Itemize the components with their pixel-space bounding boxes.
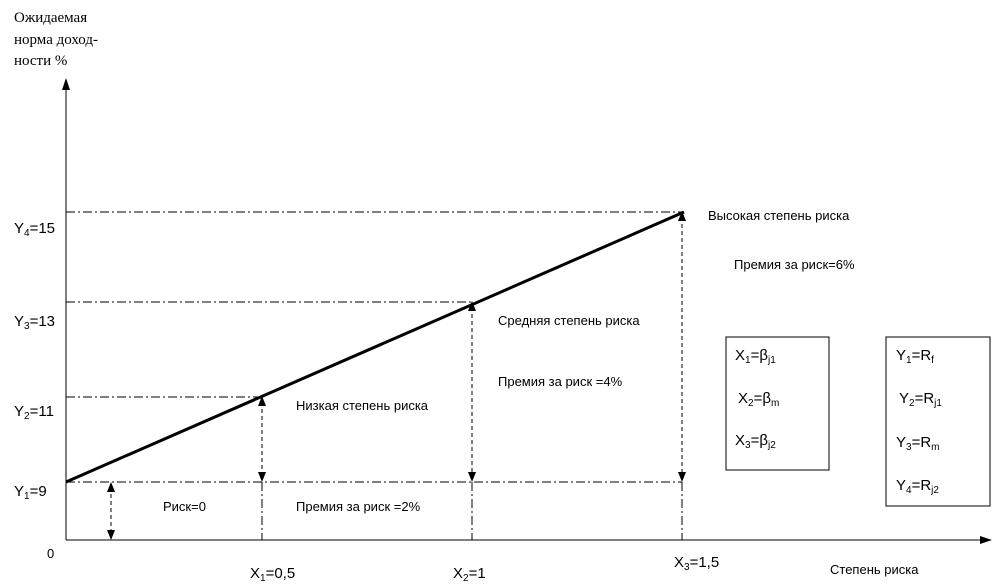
series-layer — [65, 210, 685, 484]
x-tick-2: X2=1 — [453, 565, 486, 584]
annotation-medium-risk: Средняя степень риска — [498, 313, 640, 328]
annotation-premium-6: Премия за риск=6% — [734, 257, 855, 272]
legend-y-4: Y4=Rj2 — [896, 477, 939, 496]
premium-arrow-x2 — [468, 301, 476, 482]
y-axis-arrow — [62, 78, 70, 90]
legend-x-2: X2=βm — [738, 390, 779, 409]
annotation-high-risk: Высокая степень риска — [708, 208, 850, 223]
annotation-risk-zero: Риск=0 — [163, 499, 206, 514]
legend-x-3: X3=βj2 — [735, 432, 776, 451]
x-tick-1: X1=0,5 — [250, 565, 295, 584]
legend-x-1: X1=βj1 — [735, 347, 776, 366]
risk-free-arrow — [107, 482, 115, 540]
legend-y-2: Y2=Rj1 — [899, 390, 942, 409]
x-axis-arrow — [980, 536, 992, 544]
y-tick-3: Y3=13 — [14, 313, 55, 332]
y-axis-label-line-1: Ожидаемая — [14, 10, 87, 26]
origin-label: 0 — [47, 546, 54, 561]
legend-y-1: Y1=Rf — [896, 347, 934, 366]
x-tick-3: X3=1,5 — [674, 554, 719, 573]
legend-box-x — [725, 336, 830, 471]
legend-box-y — [885, 336, 991, 507]
y-tick-2: Y2=11 — [14, 403, 54, 422]
legend-y-3: Y3=Rm — [896, 434, 940, 453]
premium-arrow-x1 — [258, 396, 266, 482]
annotation-premium-2: Премия за риск =2% — [296, 499, 421, 514]
y-tick-1: Y1=9 — [14, 483, 47, 502]
annotation-premium-4: Премия за риск =4% — [498, 374, 623, 389]
y-axis-label-line-2: норма доход- — [14, 32, 98, 48]
series-line-0 — [65, 210, 685, 484]
x-axis-label: Степень риска — [830, 562, 919, 577]
annotation-low-risk: Низкая степень риска — [296, 398, 429, 413]
y-axis-label-line-3: ности % — [14, 53, 67, 69]
y-tick-4: Y4=15 — [14, 220, 55, 239]
premium-arrow-x3 — [678, 211, 686, 482]
